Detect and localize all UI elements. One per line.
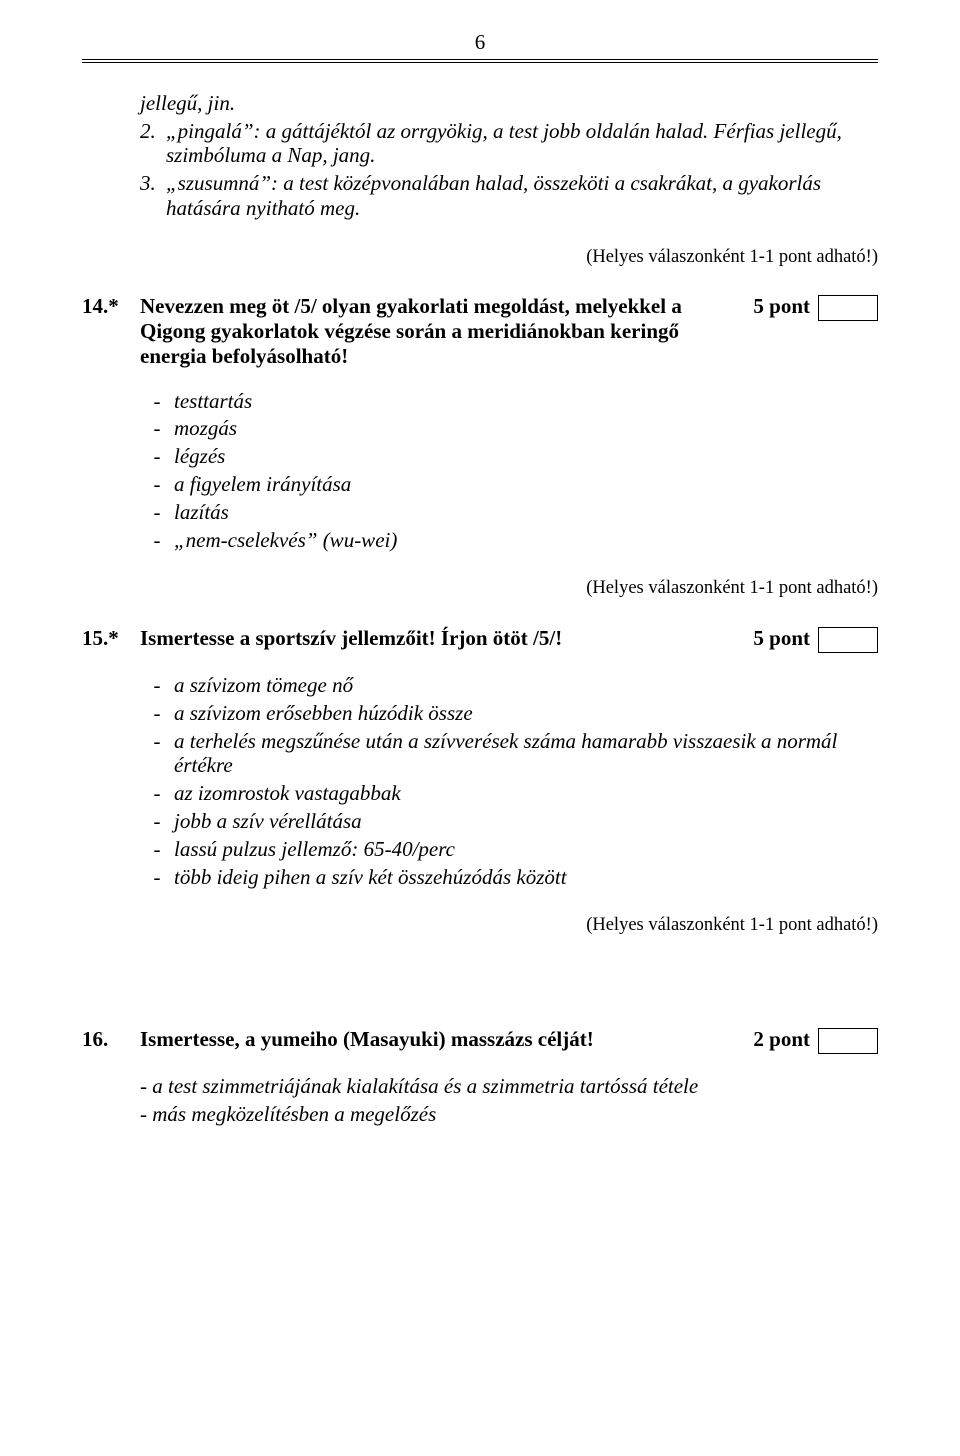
intro-item-num: 3. bbox=[140, 171, 166, 196]
intro-item-num: 2. bbox=[140, 119, 166, 144]
score-box bbox=[818, 1028, 878, 1054]
scoring-note: (Helyes válaszonként 1-1 pont adható!) bbox=[82, 247, 878, 269]
page-number: 6 bbox=[82, 30, 878, 55]
intro-item-text: „pingalá”: a gáttájéktól az orrgyökig, a… bbox=[166, 119, 878, 169]
question-16: 16. Ismertesse, a yumeiho (Masayuki) mas… bbox=[82, 1027, 878, 1054]
intro-item-text: „szusumná”: a test középvonalában halad,… bbox=[166, 171, 878, 221]
answer-item: légzés bbox=[174, 444, 878, 469]
intro-line: jellegű, jin. bbox=[140, 91, 878, 116]
answer-item: - a test szimmetriájának kialakítása és … bbox=[140, 1074, 878, 1099]
answer-item: lazítás bbox=[174, 500, 878, 525]
question-number: 15.* bbox=[82, 626, 140, 651]
question-15: 15.* Ismertesse a sportszív jellemzőit! … bbox=[82, 626, 878, 653]
score-box bbox=[818, 295, 878, 321]
answer-list-15: -a szívizom tömege nő -a szívizom erőseb… bbox=[140, 673, 878, 889]
answer-item: a terhelés megszűnése után a szívverések… bbox=[174, 729, 878, 779]
answer-item: az izomrostok vastagabbak bbox=[174, 781, 878, 806]
question-points: 5 pont bbox=[734, 294, 818, 319]
question-number: 16. bbox=[82, 1027, 140, 1052]
question-14: 14.* Nevezzen meg öt /5/ olyan gyakorlat… bbox=[82, 294, 878, 368]
answer-item: lassú pulzus jellemző: 65-40/perc bbox=[174, 837, 878, 862]
intro-item-2: 2. „pingalá”: a gáttájéktól az orrgyökig… bbox=[140, 119, 878, 169]
question-points: 2 pont bbox=[734, 1027, 818, 1052]
divider-bottom bbox=[82, 62, 878, 63]
question-text: Ismertesse, a yumeiho (Masayuki) masszáz… bbox=[140, 1027, 734, 1052]
answer-item: a figyelem irányítása bbox=[174, 472, 878, 497]
answer-list-16: - a test szimmetriájának kialakítása és … bbox=[140, 1074, 878, 1127]
intro-block: jellegű, jin. 2. „pingalá”: a gáttájéktó… bbox=[140, 91, 878, 221]
question-text: Nevezzen meg öt /5/ olyan gyakorlati meg… bbox=[140, 294, 734, 368]
answer-item: testtartás bbox=[174, 389, 878, 414]
question-points: 5 pont bbox=[734, 626, 818, 651]
answer-item: több ideig pihen a szív két összehúzódás… bbox=[174, 865, 878, 890]
page: 6 jellegű, jin. 2. „pingalá”: a gáttájék… bbox=[0, 0, 960, 1456]
answer-item: „nem-cselekvés” (wu-wei) bbox=[174, 528, 878, 553]
answer-item: a szívizom erősebben húzódik össze bbox=[174, 701, 878, 726]
question-number: 14.* bbox=[82, 294, 140, 319]
intro-item-3: 3. „szusumná”: a test középvonalában hal… bbox=[140, 171, 878, 221]
answer-item: mozgás bbox=[174, 416, 878, 441]
score-box bbox=[818, 627, 878, 653]
answer-item: a szívizom tömege nő bbox=[174, 673, 878, 698]
scoring-note: (Helyes válaszonként 1-1 pont adható!) bbox=[82, 915, 878, 937]
question-text: Ismertesse a sportszív jellemzőit! Írjon… bbox=[140, 626, 734, 651]
answer-list-14: -testtartás -mozgás -légzés -a figyelem … bbox=[140, 389, 878, 553]
scoring-note: (Helyes válaszonként 1-1 pont adható!) bbox=[82, 578, 878, 600]
divider-top bbox=[82, 59, 878, 60]
answer-item: jobb a szív vérellátása bbox=[174, 809, 878, 834]
answer-item: - más megközelítésben a megelőzés bbox=[140, 1102, 878, 1127]
